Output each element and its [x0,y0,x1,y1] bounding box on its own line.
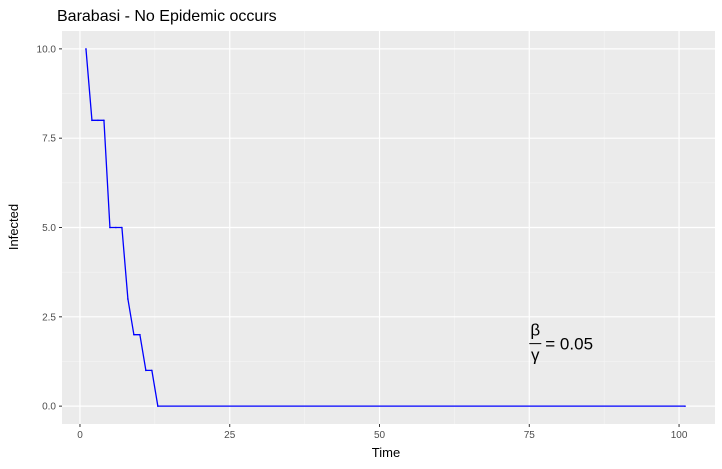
y-tick-label: 10.0 [37,44,57,55]
data-point [115,226,117,229]
x-tick-label: 50 [374,430,386,441]
data-point [97,119,99,122]
data-point [109,226,111,229]
data-point [121,226,123,229]
y-axis-title: Infected [6,204,21,250]
data-point [91,119,93,122]
annotation-numerator: β [530,321,540,340]
y-tick-label: 0.0 [42,402,56,413]
data-point [127,298,129,300]
annotation-text: = 0.05 [545,335,593,354]
data-point [133,333,135,336]
x-tick-label: 25 [224,430,236,441]
series-line [85,48,686,407]
x-axis-title: Time [372,445,400,460]
data-point [684,405,686,407]
x-tick-label: 100 [671,430,688,441]
y-tick-label: 7.5 [42,134,56,145]
data-point [145,369,147,372]
annotation-ratio: β γ = 0.05 [529,321,593,365]
series-layer [85,48,686,407]
y-tick-label: 5.0 [42,223,56,234]
data-point [103,119,105,122]
y-axis: 0.0 2.5 5.0 7.5 10.0 [37,44,62,413]
x-tick-label: 75 [524,430,536,441]
x-axis: 0 25 50 75 100 [77,424,688,441]
x-tick-label: 0 [77,430,83,441]
data-point [157,405,159,407]
data-point [139,333,141,336]
y-tick-label: 2.5 [42,312,56,323]
annotation-denominator: γ [531,346,540,365]
chart-title: Barabasi - No Epidemic occurs [57,8,277,25]
data-point [85,48,87,50]
data-point [151,369,153,372]
